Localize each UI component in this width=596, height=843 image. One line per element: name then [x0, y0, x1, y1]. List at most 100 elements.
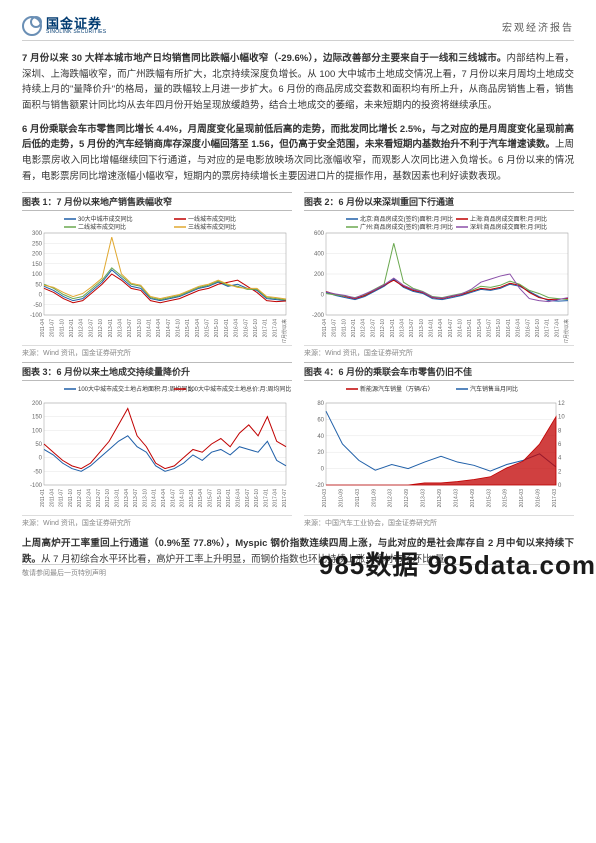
svg-text:2016-10: 2016-10 [253, 319, 259, 338]
svg-text:400: 400 [314, 252, 325, 258]
svg-text:2011-04: 2011-04 [49, 489, 55, 507]
svg-text:2011-10: 2011-10 [68, 489, 74, 507]
svg-text:2015-07: 2015-07 [487, 319, 493, 338]
chart-3-source: 来源：Wind 资讯，国金证券研究所 [22, 515, 292, 528]
svg-text:2011-09: 2011-09 [371, 489, 377, 507]
svg-text:0: 0 [321, 467, 325, 473]
svg-text:2011-10: 2011-10 [341, 319, 347, 337]
svg-text:2011-07: 2011-07 [332, 319, 338, 337]
svg-text:2017-01: 2017-01 [545, 319, 551, 338]
svg-text:2011-10: 2011-10 [59, 319, 65, 337]
svg-text:8: 8 [558, 429, 562, 435]
svg-text:150: 150 [32, 262, 43, 268]
svg-text:2014-10: 2014-10 [180, 489, 186, 508]
svg-text:2012-10: 2012-10 [380, 319, 386, 338]
chart-2: 图表 2：6 月份以来深圳重回下行通道 -20002004006002011-0… [304, 192, 574, 358]
svg-text:80: 80 [317, 401, 324, 407]
svg-text:北京:商品房成交(签约)面积:月:同比: 北京:商品房成交(签约)面积:月:同比 [360, 215, 453, 223]
svg-text:2012-03: 2012-03 [388, 489, 394, 508]
svg-text:250: 250 [32, 242, 43, 248]
svg-text:2015-01: 2015-01 [467, 319, 473, 338]
chart-4-title: 图表 4：6 月份的乘联会车市零售仍旧不佳 [304, 362, 574, 381]
svg-text:2015-03: 2015-03 [486, 489, 492, 508]
svg-text:2011-07: 2011-07 [59, 489, 65, 507]
chart-2-title: 图表 2：6 月份以来深圳重回下行通道 [304, 192, 574, 211]
svg-text:2017-04: 2017-04 [272, 319, 278, 338]
svg-text:2015-04: 2015-04 [195, 319, 201, 338]
paragraph-1: 7 月份以来 30 大样本城市地产日均销售同比跌幅小幅收窄（-29.6%），边际… [22, 51, 574, 114]
svg-text:0: 0 [39, 456, 43, 462]
svg-text:2013-07: 2013-07 [127, 319, 133, 338]
svg-text:2011-03: 2011-03 [355, 489, 361, 507]
svg-text:2016-10: 2016-10 [254, 489, 260, 508]
svg-text:2015-04: 2015-04 [198, 489, 204, 508]
svg-text:2014-01: 2014-01 [152, 489, 158, 508]
svg-text:2012-01: 2012-01 [77, 489, 83, 508]
svg-text:2011-04: 2011-04 [322, 319, 328, 337]
svg-text:2016-03: 2016-03 [519, 489, 525, 508]
svg-text:2014-07: 2014-07 [166, 319, 172, 338]
svg-text:30大中城市成交同比: 30大中城市成交同比 [78, 215, 133, 223]
svg-text:2012-09: 2012-09 [404, 489, 410, 508]
svg-text:2015-10: 2015-10 [217, 489, 223, 508]
svg-text:2016-01: 2016-01 [224, 319, 230, 338]
svg-text:2016-04: 2016-04 [516, 319, 522, 338]
svg-text:2014-01: 2014-01 [428, 319, 434, 338]
svg-text:2013-01: 2013-01 [390, 319, 396, 338]
chart-3: 图表 3：6 月份以来土地成交持续量降价升 -100-5005010015020… [22, 362, 292, 528]
svg-text:2017-07: 2017-07 [282, 489, 288, 508]
p1-bold: 7 月份以来 30 大样本城市地产日均销售同比跌幅小幅收窄（-29.6%），边际… [22, 53, 507, 64]
svg-text:三线城市成交同比: 三线城市成交同比 [188, 223, 236, 231]
svg-text:50: 50 [35, 442, 42, 448]
svg-text:2015-09: 2015-09 [503, 489, 509, 508]
svg-text:100: 100 [32, 272, 43, 278]
svg-text:2017-01: 2017-01 [263, 489, 269, 508]
logo-icon [22, 16, 42, 36]
svg-text:0: 0 [321, 293, 325, 299]
svg-text:2015-07: 2015-07 [208, 489, 214, 508]
svg-text:300: 300 [32, 231, 43, 237]
svg-text:上海:商品房成交面积:月:同比: 上海:商品房成交面积:月:同比 [470, 215, 547, 223]
svg-text:200: 200 [32, 401, 43, 407]
svg-text:2016-09: 2016-09 [536, 489, 542, 508]
svg-text:2011-01: 2011-01 [40, 489, 46, 507]
svg-text:6: 6 [558, 442, 562, 448]
svg-text:2014-01: 2014-01 [146, 319, 152, 338]
svg-text:150: 150 [32, 415, 43, 421]
svg-text:2017/7月份以来: 2017/7月份以来 [281, 319, 288, 343]
svg-text:2012-04: 2012-04 [361, 319, 367, 338]
svg-text:2010-09: 2010-09 [338, 489, 344, 508]
svg-text:2013-07: 2013-07 [409, 319, 415, 338]
logo-en: SINOLINK SECURITIES [46, 30, 106, 35]
svg-text:2016-07: 2016-07 [243, 319, 249, 338]
chart-4-source: 来源：中国汽车工业协会，国金证券研究所 [304, 515, 574, 528]
svg-text:10: 10 [558, 415, 565, 421]
logo: 国金证券 SINOLINK SECURITIES [22, 16, 106, 36]
svg-text:2013-07: 2013-07 [133, 489, 139, 508]
svg-text:2017/7月份以来: 2017/7月份以来 [563, 319, 570, 343]
svg-text:2014-03: 2014-03 [453, 489, 459, 508]
svg-text:2017-01: 2017-01 [263, 319, 269, 338]
svg-text:2012-07: 2012-07 [88, 319, 94, 338]
svg-text:2013-10: 2013-10 [419, 319, 425, 338]
svg-text:2015-10: 2015-10 [214, 319, 220, 338]
page-header: 国金证券 SINOLINK SECURITIES 宏观经济报告 [22, 16, 574, 41]
svg-text:200: 200 [32, 252, 43, 258]
p2-bold: 6 月份乘联会车市零售同比增长 4.4%，月周度变化呈现前低后高的走势，而批发同… [22, 124, 574, 151]
svg-text:新能源汽车销量（万辆/右）: 新能源汽车销量（万辆/右） [360, 385, 434, 393]
svg-text:2012-10: 2012-10 [98, 319, 104, 338]
svg-text:2016-01: 2016-01 [506, 319, 512, 338]
svg-text:12: 12 [558, 401, 565, 407]
svg-text:2016-07: 2016-07 [245, 489, 251, 508]
svg-text:2015-01: 2015-01 [185, 319, 191, 338]
chart-4-svg: -200204060800246810122010-032010-092011-… [304, 383, 574, 513]
svg-text:2012-01: 2012-01 [351, 319, 357, 338]
svg-text:4: 4 [558, 456, 562, 462]
svg-text:2014-10: 2014-10 [458, 319, 464, 338]
svg-text:2013-04: 2013-04 [399, 319, 405, 338]
svg-text:2012-01: 2012-01 [69, 319, 75, 338]
svg-text:20: 20 [317, 451, 324, 457]
svg-text:200: 200 [314, 272, 325, 278]
svg-text:广州:商品房成交(签约)面积:月:同比: 广州:商品房成交(签约)面积:月:同比 [360, 223, 453, 231]
svg-text:2014-10: 2014-10 [176, 319, 182, 338]
